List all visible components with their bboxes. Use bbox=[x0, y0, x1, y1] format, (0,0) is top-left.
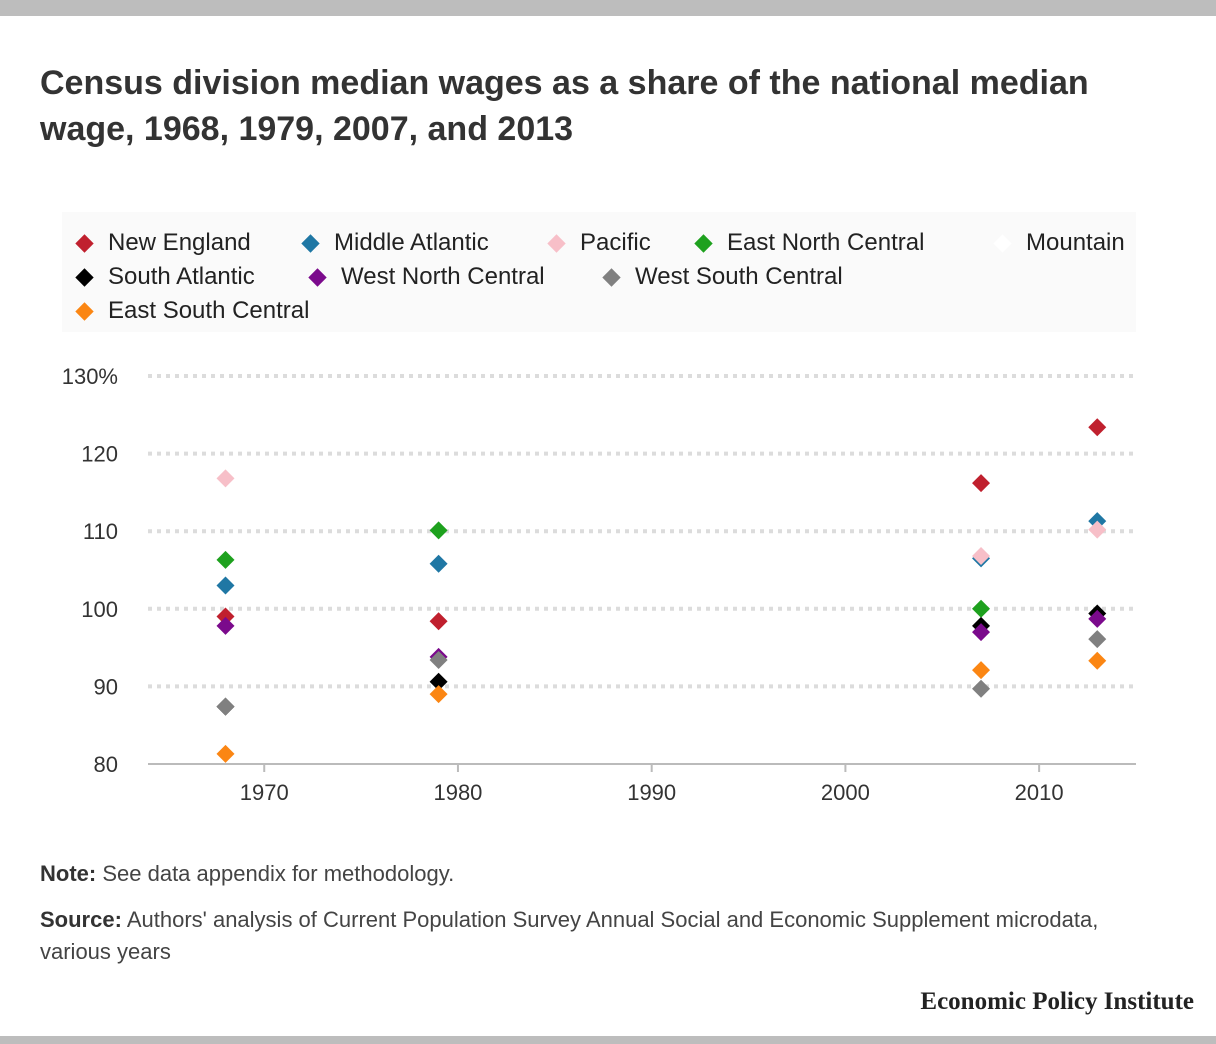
point-west-south-central-1968 bbox=[216, 697, 235, 716]
legend-item-east-south-central: East South Central bbox=[75, 297, 310, 325]
legend-label: Mountain bbox=[1026, 229, 1125, 256]
point-west-north-central-2007 bbox=[972, 623, 991, 642]
chart-legend: New England Middle Atlantic Pacific East No… bbox=[62, 212, 1136, 332]
note-label: Note: bbox=[40, 861, 97, 886]
point-east-north-central-1979 bbox=[429, 521, 448, 540]
legend-item-south-atlantic: South Atlantic bbox=[75, 263, 255, 291]
source-text: Authors' analysis of Current Population … bbox=[40, 907, 1099, 964]
y-tick-label: 130% bbox=[62, 364, 118, 389]
brand-logo-text: Economic Policy Institute bbox=[920, 988, 1194, 1015]
point-west-north-central-1968 bbox=[216, 616, 235, 635]
y-tick-label: 120 bbox=[81, 442, 118, 467]
legend-label: South Atlantic bbox=[108, 263, 255, 290]
legend-item-mountain: Mountain bbox=[993, 229, 1125, 257]
point-pacific-1968 bbox=[216, 469, 235, 488]
x-tick-label: 1990 bbox=[627, 780, 676, 805]
point-south-atlantic-1979 bbox=[429, 672, 448, 691]
point-east-south-central-2007 bbox=[972, 661, 991, 680]
source-label: Source: bbox=[40, 907, 122, 932]
y-tick-label: 80 bbox=[94, 752, 118, 777]
point-middle-atlantic-1968 bbox=[216, 576, 235, 595]
legend-item-pacific: Pacific bbox=[547, 229, 651, 257]
chart-note: Note: See data appendix for methodology. bbox=[40, 858, 454, 890]
point-new-england-2007 bbox=[972, 474, 991, 493]
point-pacific-2007 bbox=[972, 547, 991, 566]
legend-label: West South Central bbox=[635, 263, 843, 290]
point-new-england-1979 bbox=[429, 612, 448, 631]
note-text: See data appendix for methodology. bbox=[102, 861, 455, 886]
point-east-north-central-1968 bbox=[216, 550, 235, 569]
point-pacific-2013 bbox=[1088, 520, 1107, 539]
legend-label: Middle Atlantic bbox=[334, 229, 489, 256]
legend-item-middle-atlantic: Middle Atlantic bbox=[301, 229, 489, 257]
point-east-south-central-2013 bbox=[1088, 651, 1107, 670]
point-new-england-2013 bbox=[1088, 418, 1107, 437]
x-tick-label: 1970 bbox=[240, 780, 289, 805]
y-tick-label: 90 bbox=[94, 674, 118, 699]
chart-source: Source: Authors' analysis of Current Pop… bbox=[40, 904, 1160, 968]
legend-label: West North Central bbox=[341, 263, 545, 290]
bottom-border-bar bbox=[0, 1036, 1216, 1044]
x-tick-label: 2000 bbox=[821, 780, 870, 805]
chart-title: Census division median wages as a share … bbox=[40, 64, 1089, 148]
legend-label: Pacific bbox=[580, 229, 651, 256]
legend-item-west-south-central: West South Central bbox=[602, 263, 843, 291]
legend-item-east-north-central: East North Central bbox=[694, 229, 925, 257]
top-border-bar bbox=[0, 0, 1216, 16]
point-west-south-central-1979 bbox=[429, 651, 448, 670]
point-east-south-central-1968 bbox=[216, 744, 235, 763]
point-east-south-central-1979 bbox=[429, 685, 448, 704]
x-tick-label: 2010 bbox=[1015, 780, 1064, 805]
point-west-north-central-2013 bbox=[1088, 609, 1107, 628]
point-new-england-1968 bbox=[216, 607, 235, 626]
point-east-north-central-2007 bbox=[972, 599, 991, 618]
legend-label: New England bbox=[108, 229, 251, 256]
point-west-south-central-2013 bbox=[1088, 630, 1107, 649]
legend-label: East South Central bbox=[108, 297, 310, 324]
y-tick-label: 100 bbox=[81, 597, 118, 622]
x-tick-label: 1980 bbox=[433, 780, 482, 805]
legend-item-west-north-central: West North Central bbox=[308, 263, 545, 291]
legend-item-new-england: New England bbox=[75, 229, 251, 257]
point-middle-atlantic-1979 bbox=[429, 554, 448, 573]
point-west-south-central-2007 bbox=[972, 679, 991, 698]
y-tick-label: 110 bbox=[83, 519, 118, 544]
legend-label: East North Central bbox=[727, 229, 925, 256]
